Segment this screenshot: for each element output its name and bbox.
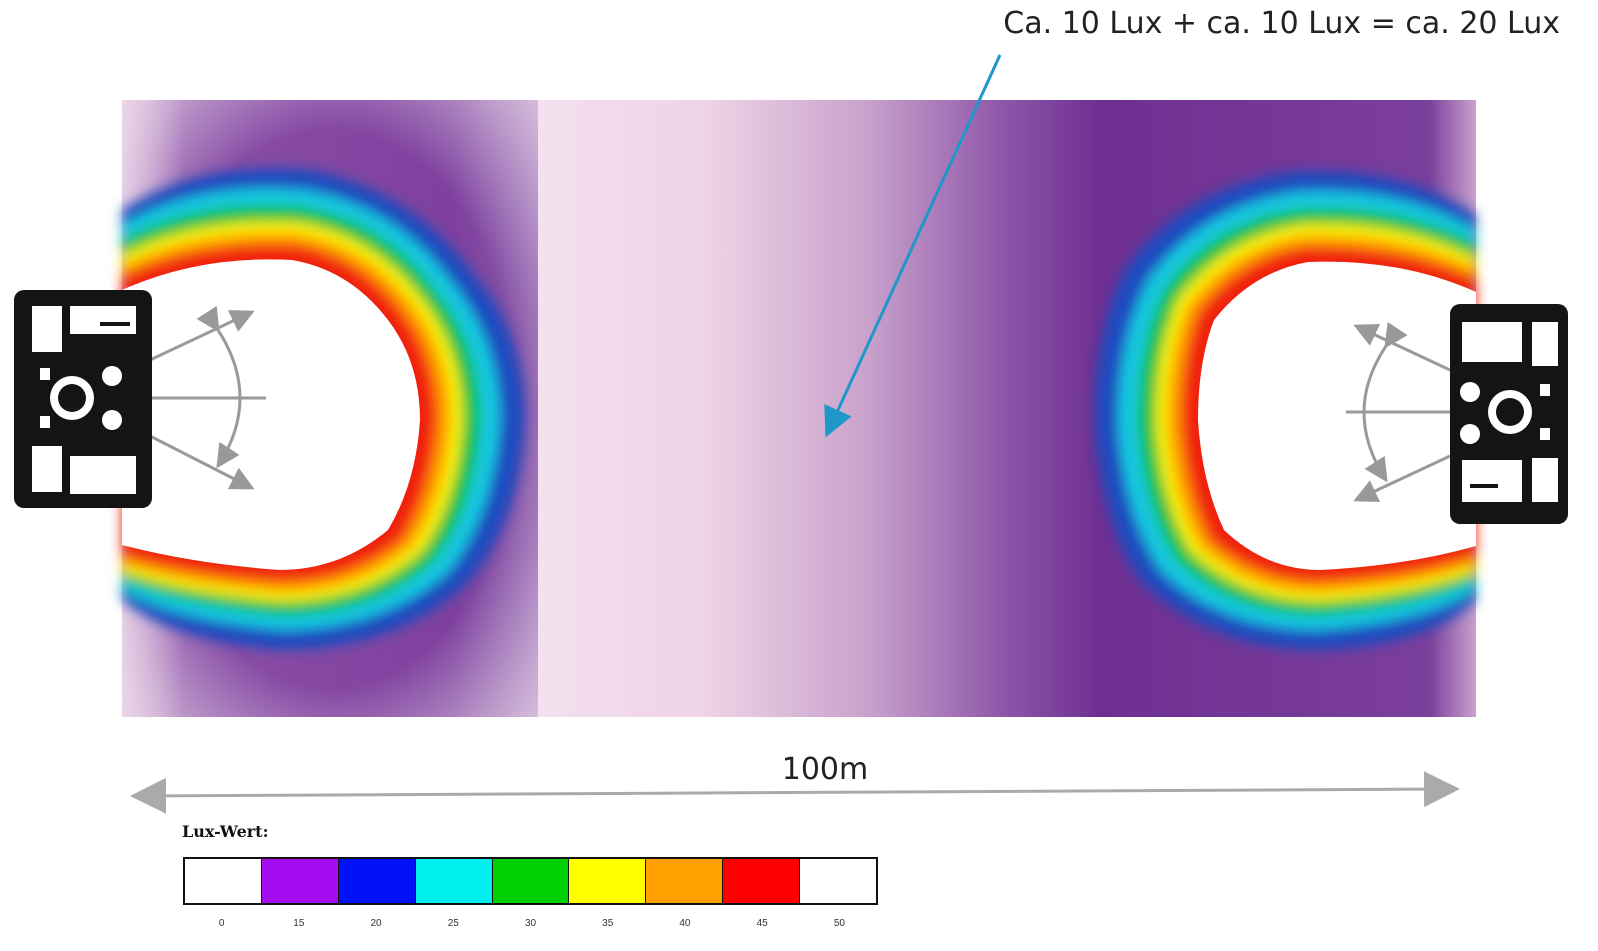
legend-title: Lux-Wert: <box>182 822 269 841</box>
dimension-arrow <box>130 771 1460 814</box>
legend-swatch <box>800 859 877 903</box>
legend-swatch <box>492 859 570 903</box>
legend-color-scale <box>183 857 878 905</box>
right-light-tower-icon <box>1450 304 1568 524</box>
legend-tick-label: 15 <box>293 918 305 929</box>
legend-swatch <box>646 859 724 903</box>
legend-tick-label: 25 <box>447 918 459 929</box>
legend-swatch <box>338 859 416 903</box>
annotation-text: Ca. 10 Lux + ca. 10 Lux = ca. 20 Lux <box>1003 6 1560 41</box>
legend-swatch <box>261 859 339 903</box>
legend-swatch <box>723 859 801 903</box>
right-beam-indicator <box>1346 321 1451 502</box>
legend-tick-label: 35 <box>602 918 614 929</box>
legend-swatch <box>569 859 647 903</box>
left-beam-indicator <box>149 305 266 490</box>
legend-tick-label: 40 <box>679 918 691 929</box>
legend-tick-label: 50 <box>833 918 845 929</box>
dimension-label: 100m <box>781 752 869 787</box>
legend-swatch <box>415 859 493 903</box>
legend-swatch <box>185 859 262 903</box>
legend-tick-label: 30 <box>524 918 537 929</box>
legend-tick-labels: 0 15 20 25 30 35 40 45 50 <box>183 918 878 934</box>
legend-tick-label: 45 <box>756 918 768 929</box>
legend-tick-label: 20 <box>370 918 382 929</box>
annotation-arrow <box>824 54 1002 438</box>
left-light-tower-icon <box>14 290 152 508</box>
legend-tick-label: 0 <box>218 918 225 929</box>
